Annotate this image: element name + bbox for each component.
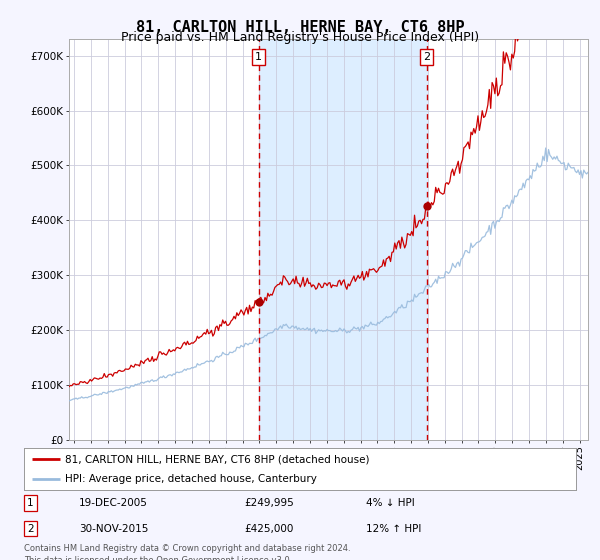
Text: HPI: Average price, detached house, Canterbury: HPI: Average price, detached house, Cant… bbox=[65, 474, 317, 484]
Text: 30-NOV-2015: 30-NOV-2015 bbox=[79, 524, 149, 534]
Text: £425,000: £425,000 bbox=[245, 524, 294, 534]
Text: 1: 1 bbox=[28, 498, 34, 508]
Text: 4% ↓ HPI: 4% ↓ HPI bbox=[366, 498, 415, 508]
Text: 81, CARLTON HILL, HERNE BAY, CT6 8HP: 81, CARLTON HILL, HERNE BAY, CT6 8HP bbox=[136, 20, 464, 35]
Text: Price paid vs. HM Land Registry's House Price Index (HPI): Price paid vs. HM Land Registry's House … bbox=[121, 31, 479, 44]
Text: 2: 2 bbox=[28, 524, 34, 534]
Text: 2: 2 bbox=[423, 52, 430, 62]
Text: £249,995: £249,995 bbox=[245, 498, 295, 508]
Text: 81, CARLTON HILL, HERNE BAY, CT6 8HP (detached house): 81, CARLTON HILL, HERNE BAY, CT6 8HP (de… bbox=[65, 454, 370, 464]
Text: 19-DEC-2005: 19-DEC-2005 bbox=[79, 498, 148, 508]
Bar bbox=[259, 39, 427, 440]
Text: Contains HM Land Registry data © Crown copyright and database right 2024.
This d: Contains HM Land Registry data © Crown c… bbox=[24, 544, 350, 560]
Text: 12% ↑ HPI: 12% ↑ HPI bbox=[366, 524, 422, 534]
Text: 1: 1 bbox=[255, 52, 262, 62]
